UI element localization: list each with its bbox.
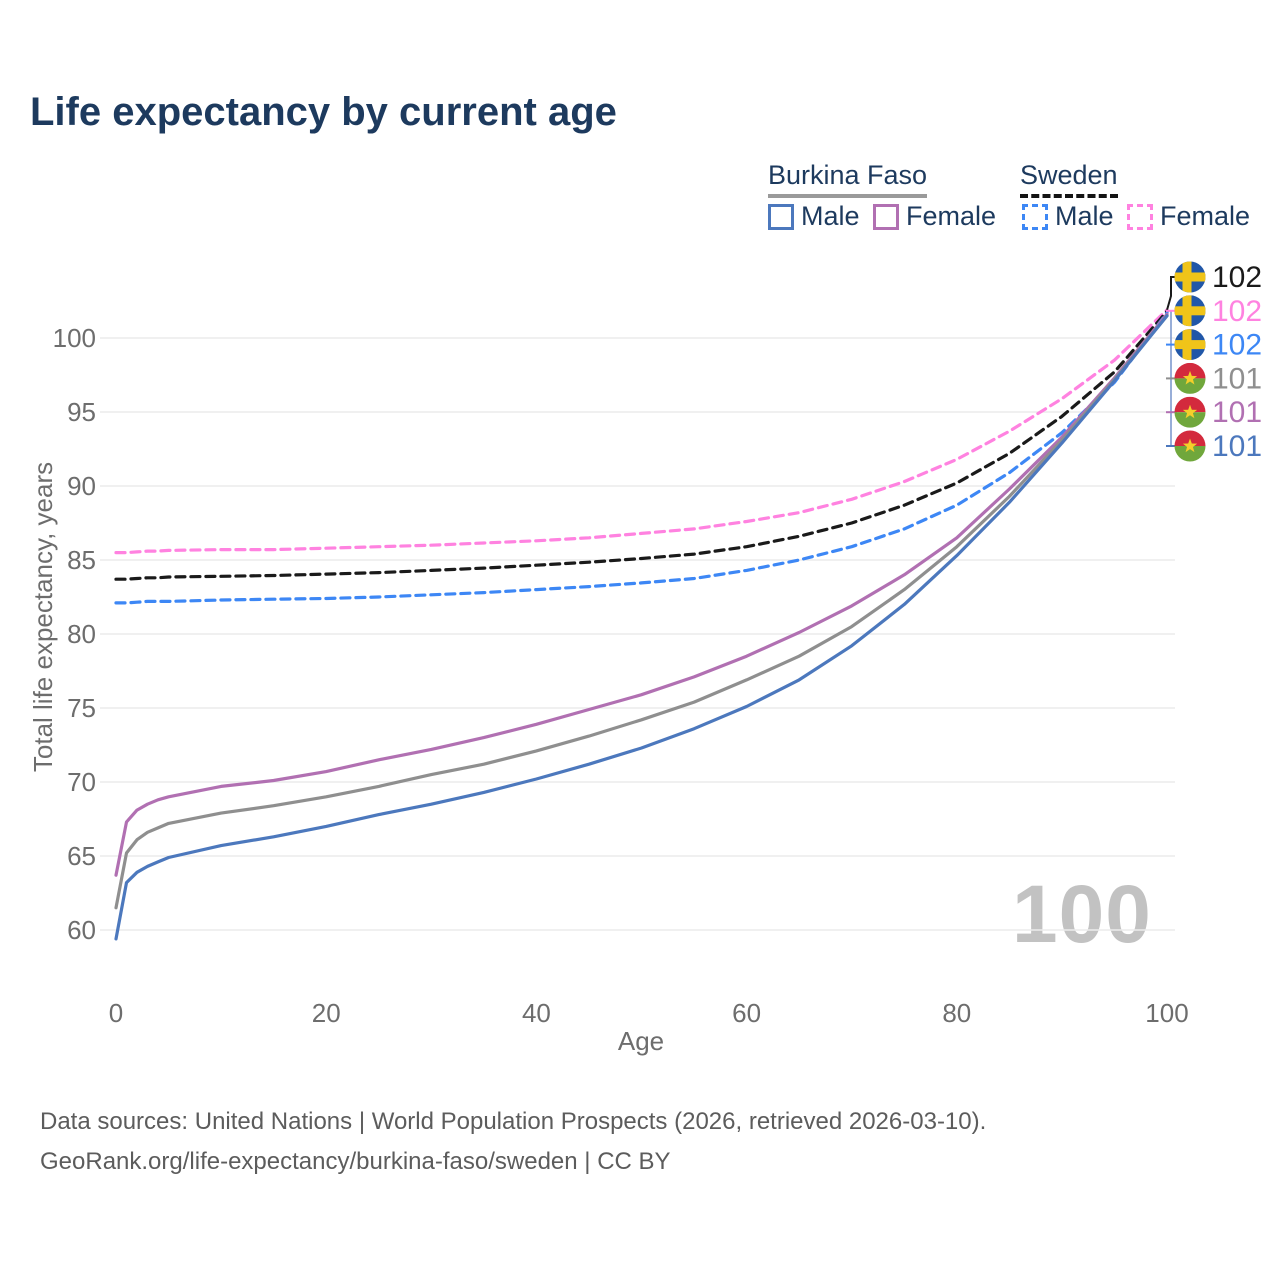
x-tick-label: 60 xyxy=(732,998,761,1028)
y-tick-label: 70 xyxy=(67,767,96,797)
series-line-burkina-faso-female xyxy=(114,312,1169,877)
x-tick-label: 20 xyxy=(312,998,341,1028)
legend-group-burkina-faso[interactable]: Burkina Faso xyxy=(768,160,928,198)
y-tick-label: 85 xyxy=(67,545,96,575)
end-label-flag-burkina-faso-icon xyxy=(1174,362,1206,394)
legend-label-burkina-male: Male xyxy=(801,201,860,231)
end-label-flag-burkina-faso-icon xyxy=(1174,396,1206,428)
y-tick-label: 100 xyxy=(53,323,96,353)
end-label-flag-sweden-icon xyxy=(1174,261,1206,293)
series-line-burkina-faso-both-sexes xyxy=(114,314,1169,910)
legend-item-burkina-male[interactable]: Male xyxy=(768,203,860,230)
end-label-flag-burkina-faso-icon xyxy=(1174,430,1206,462)
x-tick-label: 40 xyxy=(522,998,551,1028)
end-label-value: 102 xyxy=(1212,261,1262,294)
y-tick-label: 80 xyxy=(67,619,96,649)
y-tick-label: 95 xyxy=(67,397,96,427)
series-line-burkina-faso-male xyxy=(114,314,1169,941)
legend-label-sweden-female: Female xyxy=(1160,201,1251,231)
age-counter-watermark: 100 xyxy=(1012,869,1152,960)
footer-attribution: GeoRank.org/life-expectancy/burkina-faso… xyxy=(40,1148,671,1175)
leader-line xyxy=(1166,276,1177,311)
y-tick-label: 65 xyxy=(67,841,96,871)
legend-label-sweden-male: Male xyxy=(1055,201,1114,231)
legend-swatch-burkina-female-icon[interactable] xyxy=(873,203,899,230)
legend-item-sweden-male[interactable]: Male xyxy=(1022,203,1114,230)
series-line-sweden-female xyxy=(114,308,1169,555)
x-axis-title: Age xyxy=(618,1026,664,1056)
legend-group-sweden[interactable]: Sweden xyxy=(1020,160,1118,198)
footer-data-sources: Data sources: United Nations | World Pop… xyxy=(40,1108,987,1135)
x-tick-label: 100 xyxy=(1145,998,1188,1028)
end-label-flag-sweden-icon xyxy=(1174,329,1206,361)
legend-label-burkina-female: Female xyxy=(906,201,997,231)
end-label-flag-sweden-icon xyxy=(1174,295,1206,327)
end-label-value: 102 xyxy=(1212,295,1262,328)
x-tick-label: 80 xyxy=(942,998,971,1028)
y-tick-label: 90 xyxy=(67,471,96,501)
end-label-value: 102 xyxy=(1212,329,1262,362)
series-line-sweden-both-sexes xyxy=(114,309,1169,581)
page-title: Life expectancy by current age xyxy=(30,90,617,134)
x-tick-label: 0 xyxy=(109,998,123,1028)
legend-item-burkina-female[interactable]: Female xyxy=(873,203,996,230)
legend-swatch-sweden-male-icon[interactable] xyxy=(1022,203,1048,230)
end-label-value: 101 xyxy=(1212,362,1262,395)
legend-swatch-sweden-female-icon[interactable] xyxy=(1127,203,1153,230)
legend-swatch-burkina-male-icon[interactable] xyxy=(768,203,794,230)
series-line-sweden-male xyxy=(114,311,1169,605)
y-tick-label: 75 xyxy=(67,693,96,723)
legend-item-sweden-female[interactable]: Female xyxy=(1127,203,1250,230)
end-label-value: 101 xyxy=(1212,430,1262,463)
end-label-value: 101 xyxy=(1212,396,1262,429)
y-tick-label: 60 xyxy=(67,915,96,945)
y-axis-title: Total life expectancy, years xyxy=(28,462,58,772)
